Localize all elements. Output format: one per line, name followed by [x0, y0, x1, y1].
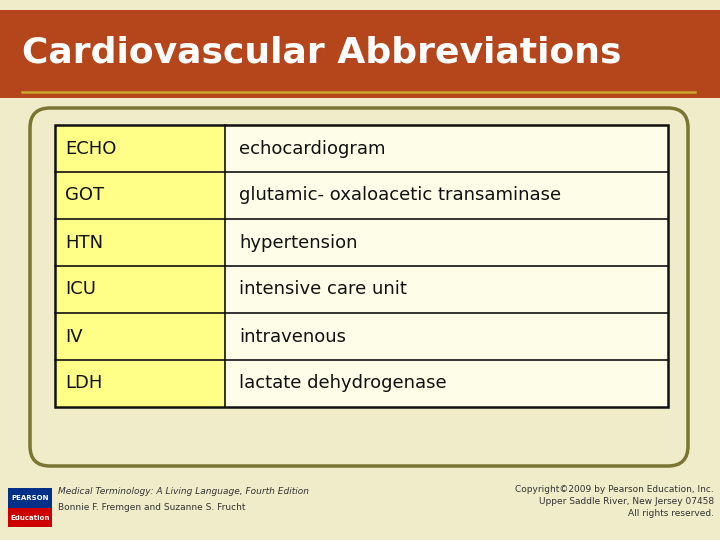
Text: glutamic- oxaloacetic transaminase: glutamic- oxaloacetic transaminase — [239, 186, 561, 205]
Bar — [55, 125, 668, 407]
Bar — [55, 266, 225, 313]
Text: GOT: GOT — [65, 186, 104, 205]
Bar — [225, 125, 668, 172]
Bar — [8, 508, 52, 527]
Bar — [55, 360, 225, 407]
Bar — [8, 488, 52, 508]
Text: Upper Saddle River, New Jersey 07458: Upper Saddle River, New Jersey 07458 — [539, 496, 714, 505]
Text: PEARSON: PEARSON — [12, 495, 49, 501]
Bar — [225, 266, 668, 313]
Bar — [55, 219, 225, 266]
Text: Cardiovascular Abbreviations: Cardiovascular Abbreviations — [22, 35, 621, 69]
Bar — [225, 313, 668, 360]
Bar — [225, 360, 668, 407]
Text: lactate dehydrogenase: lactate dehydrogenase — [239, 375, 446, 393]
Bar — [55, 313, 225, 360]
Text: Copyright©2009 by Pearson Education, Inc.: Copyright©2009 by Pearson Education, Inc… — [516, 484, 714, 494]
Text: hypertension: hypertension — [239, 233, 358, 252]
Bar — [225, 172, 668, 219]
Text: ICU: ICU — [65, 280, 96, 299]
Text: intravenous: intravenous — [239, 327, 346, 346]
Text: HTN: HTN — [65, 233, 103, 252]
Text: Bonnie F. Fremgen and Suzanne S. Frucht: Bonnie F. Fremgen and Suzanne S. Frucht — [58, 503, 246, 511]
Text: Education: Education — [10, 515, 50, 521]
Text: LDH: LDH — [65, 375, 102, 393]
Bar — [225, 219, 668, 266]
Text: Medical Terminology: A Living Language, Fourth Edition: Medical Terminology: A Living Language, … — [58, 488, 309, 496]
Bar — [0, 0, 720, 10]
Text: All rights reserved.: All rights reserved. — [628, 509, 714, 517]
Text: echocardiogram: echocardiogram — [239, 139, 385, 158]
Bar — [55, 125, 225, 172]
Text: intensive care unit: intensive care unit — [239, 280, 407, 299]
Bar — [55, 172, 225, 219]
Bar — [0, 10, 720, 98]
FancyBboxPatch shape — [30, 108, 688, 466]
Text: IV: IV — [65, 327, 83, 346]
Text: ECHO: ECHO — [65, 139, 117, 158]
